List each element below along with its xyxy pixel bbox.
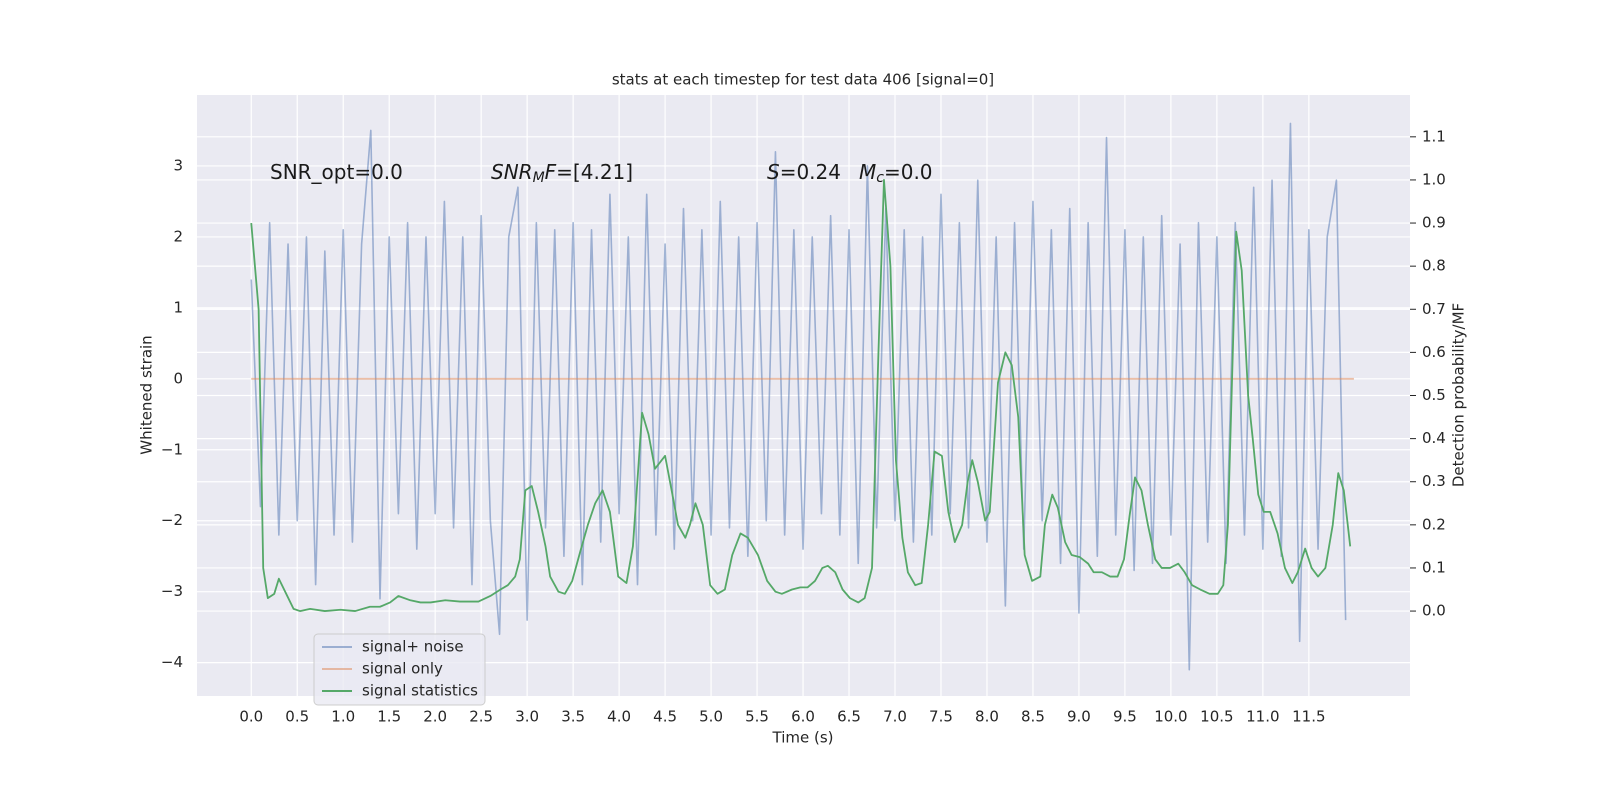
y-tick-label: −2 [161,511,183,529]
x-tick-label: 2.0 [423,708,447,726]
x-tick-label: 4.5 [653,708,677,726]
x-tick-label: 7.5 [929,708,953,726]
x-tick-label: 5.0 [699,708,723,726]
annotation-part: =[4.21] [556,160,633,184]
series-line [250,179,1352,612]
annotation-part: M [859,160,876,184]
x-tick-label: 8.5 [1021,708,1045,726]
x-tick-label: 8.0 [975,708,999,726]
y-tick-label: 2 [173,227,183,245]
annotation-part: c [876,170,884,186]
annotation-part: =0.24 [780,160,841,184]
annotation: SNR_opt=0.0 [270,160,403,184]
x-tick-label: 10.5 [1200,708,1233,726]
annotation: SNRMF=[4.21] [491,160,633,187]
annotation-part: SNR [491,160,533,184]
x-tick-label: 0.5 [285,708,309,726]
legend-label: signal+ noise [362,638,464,656]
x-tick-label: 10.0 [1154,708,1187,726]
legend-label: signal statistics [362,682,478,700]
x-tick-label: 4.0 [607,708,631,726]
y-tick-label: 1 [173,298,183,316]
chart-title: stats at each timestep for test data 406… [612,71,994,89]
y2-tick-label: 0.7 [1422,300,1446,318]
y2-tick-label: 0.3 [1422,472,1446,490]
y-tick-label: 0 [173,369,183,387]
y-tick-label: −1 [161,440,183,458]
y-tick-label: 3 [173,156,183,174]
x-tick-label: 11.5 [1292,708,1325,726]
x-tick-label: 1.0 [331,708,355,726]
y-axis-label: Whitened strain [138,335,156,454]
annotation: Mc=0.0 [859,160,933,187]
annotation-part: M [533,170,545,186]
y2-tick-label: 1.0 [1422,170,1446,188]
y2-tick-label: 0.0 [1422,602,1446,620]
x-tick-label: 7.0 [883,708,907,726]
annotation-part: =0.0 [884,160,933,184]
legend-box [313,633,486,706]
x-tick-label: 2.5 [469,708,493,726]
y2-tick-label: 0.4 [1422,429,1446,447]
legend: signal+ noise signal only signal statistic… [313,633,486,706]
x-tick-label: 5.5 [745,708,769,726]
x-tick-label: 1.5 [377,708,401,726]
legend-label: signal only [362,660,443,678]
y2-tick-label: 0.2 [1422,515,1446,533]
x-axis-label: Time (s) [772,729,834,747]
x-tick-label: 6.0 [791,708,815,726]
y2-axis-label: Detection probability/MF [1450,303,1468,487]
x-tick-label: 9.5 [1113,708,1137,726]
y2-tick-label: 1.1 [1422,127,1446,145]
x-tick-label: 3.0 [515,708,539,726]
annotation: S=0.24 [767,160,841,184]
x-tick-label: 3.5 [561,708,585,726]
annotation-part: SNR_opt=0.0 [270,160,403,184]
y-tick-label: −3 [161,582,183,600]
x-tick-label: 0.0 [239,708,263,726]
x-tick-label: 9.0 [1067,708,1091,726]
y2-tick-label: 0.1 [1422,558,1446,576]
y-tick-label: −4 [161,653,183,671]
y2-tick-label: 0.5 [1422,386,1446,404]
y2-tick-label: 0.9 [1422,214,1446,232]
y2-tick-label: 0.8 [1422,257,1446,275]
x-tick-label: 11.0 [1246,708,1279,726]
annotation-part: S [767,160,780,184]
x-tick-label: 6.5 [837,708,861,726]
annotation-part: F [545,160,557,184]
series-line [250,122,1347,671]
y2-tick-label: 0.6 [1422,343,1446,361]
